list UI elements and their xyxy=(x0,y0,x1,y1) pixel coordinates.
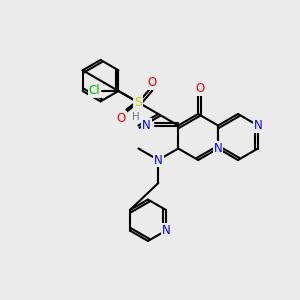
Text: N: N xyxy=(214,142,223,155)
Text: N: N xyxy=(161,224,170,237)
Text: O: O xyxy=(117,112,126,125)
Text: H: H xyxy=(132,112,140,122)
Text: Cl: Cl xyxy=(89,85,100,98)
Text: N: N xyxy=(142,119,151,132)
Text: O: O xyxy=(195,82,204,95)
Text: S: S xyxy=(134,96,142,109)
Text: N: N xyxy=(254,119,262,132)
Text: N: N xyxy=(154,154,163,166)
Text: O: O xyxy=(148,76,157,89)
